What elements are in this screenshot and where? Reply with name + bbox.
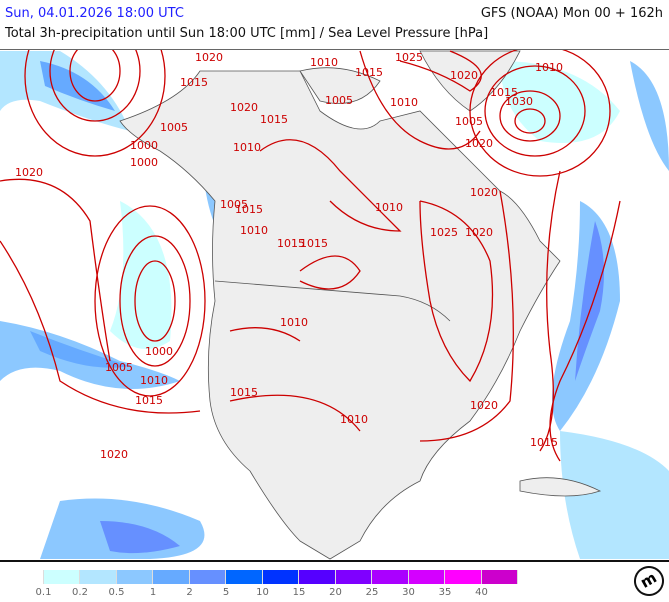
isobar-label: 1015	[490, 86, 518, 99]
legend-label: 20	[329, 587, 342, 598]
precipitation-layer	[0, 51, 669, 559]
isobar-label: 1015	[135, 394, 163, 407]
isobar-label: 1015	[277, 237, 305, 250]
isobar-label: 1010	[240, 224, 268, 237]
legend-swatch	[7, 570, 44, 584]
isobar-label: 1005	[160, 121, 188, 134]
isobar-label: 1010	[340, 413, 368, 426]
isobar-label: 1010	[233, 141, 261, 154]
isobar-label: 1015	[355, 66, 383, 79]
isobar-label: 1010	[280, 316, 308, 329]
arctic-islands	[299, 67, 381, 104]
isobar-label: 1015	[180, 76, 208, 89]
isobar-label: 1010	[310, 56, 338, 69]
meteologix-logo: m	[628, 560, 669, 602]
isobar-label: 1005	[220, 198, 248, 211]
isobar-label: 1015	[235, 203, 263, 216]
legend-swatch	[445, 570, 482, 584]
legend-swatch	[262, 570, 299, 584]
legend-label: 25	[365, 587, 379, 598]
isobar-label: 1020	[465, 226, 493, 239]
isobar-label: 1015	[530, 436, 558, 449]
isobar-label: 1010	[140, 374, 168, 387]
isobar-label: 1015	[230, 386, 258, 399]
isobar-label: 1020	[450, 69, 478, 82]
isobar-label: 1000	[130, 156, 158, 169]
isobar-label: 1020	[195, 51, 223, 64]
isobar-label: 1025	[395, 51, 423, 64]
legend-label: 30	[402, 587, 415, 598]
north-america	[119, 70, 561, 560]
legend-swatch	[408, 570, 445, 584]
isobar-label: 1020	[230, 101, 258, 114]
land-layer	[119, 50, 602, 560]
isobar-label: 1005	[455, 115, 483, 128]
isobar-label: 1020	[470, 186, 498, 199]
isobar-label: 1025	[430, 226, 458, 239]
legend-label: 0.2	[72, 587, 88, 598]
legend-swatch	[372, 570, 409, 584]
cuba	[519, 477, 602, 497]
legend-label: 0.5	[108, 587, 125, 598]
isobar-label: 1010	[535, 61, 563, 74]
isobar-label: 1020	[470, 399, 498, 412]
legend-label: 10	[256, 587, 269, 598]
precipitation-legend	[7, 570, 518, 584]
isobar-labels: 1020101510201010101510251020101010051010…	[15, 51, 563, 461]
isobar-label: 1000	[145, 345, 173, 358]
legend-label: 35	[438, 587, 452, 598]
map-title: Total 3h-precipitation until Sun 18:00 U…	[5, 26, 489, 41]
legend-swatch	[335, 570, 372, 584]
isobar-label: 1005	[105, 361, 133, 374]
valid-time: Sun, 04.01.2026 18:00 UTC	[5, 6, 184, 21]
legend-label: 40	[475, 587, 488, 598]
legend-swatch	[226, 570, 263, 584]
isobar-label: 1015	[260, 113, 288, 126]
legend-label: 15	[292, 587, 306, 598]
legend-swatch	[43, 570, 80, 584]
isobar-label: 1000	[130, 139, 158, 152]
isobar-label: 1020	[465, 137, 493, 150]
legend-swatch	[481, 570, 518, 584]
isobar-label: 1010	[375, 201, 403, 214]
legend-swatch	[189, 570, 226, 584]
isobars	[0, 0, 621, 462]
legend-swatch	[153, 570, 190, 584]
legend-label: 0.1	[35, 587, 52, 598]
model-run: GFS (NOAA) Mon 00 + 162h	[480, 6, 663, 21]
isobar-label: 1020	[15, 166, 43, 179]
isobar-label: 1020	[100, 448, 128, 461]
isobar-label: 1015	[300, 237, 328, 250]
us-canada-border	[214, 280, 451, 322]
legend-swatch	[80, 570, 117, 584]
legend-label: 1	[149, 587, 157, 598]
legend-swatch	[116, 570, 153, 584]
isobar-label: 1010	[390, 96, 418, 109]
legend-label: 5	[222, 587, 230, 598]
isobar-label: 1030	[505, 95, 533, 108]
isobar-label: 1005	[325, 94, 353, 107]
weather-map[interactable]: 1020 1015 1020 1010 1015 1025 1020 1010 1005 1010…	[0, 0, 669, 562]
map-svg: 1020101510201010101510251020101010051010…	[0, 0, 669, 560]
legend-swatch	[299, 570, 336, 584]
legend-label: 2	[186, 587, 193, 598]
